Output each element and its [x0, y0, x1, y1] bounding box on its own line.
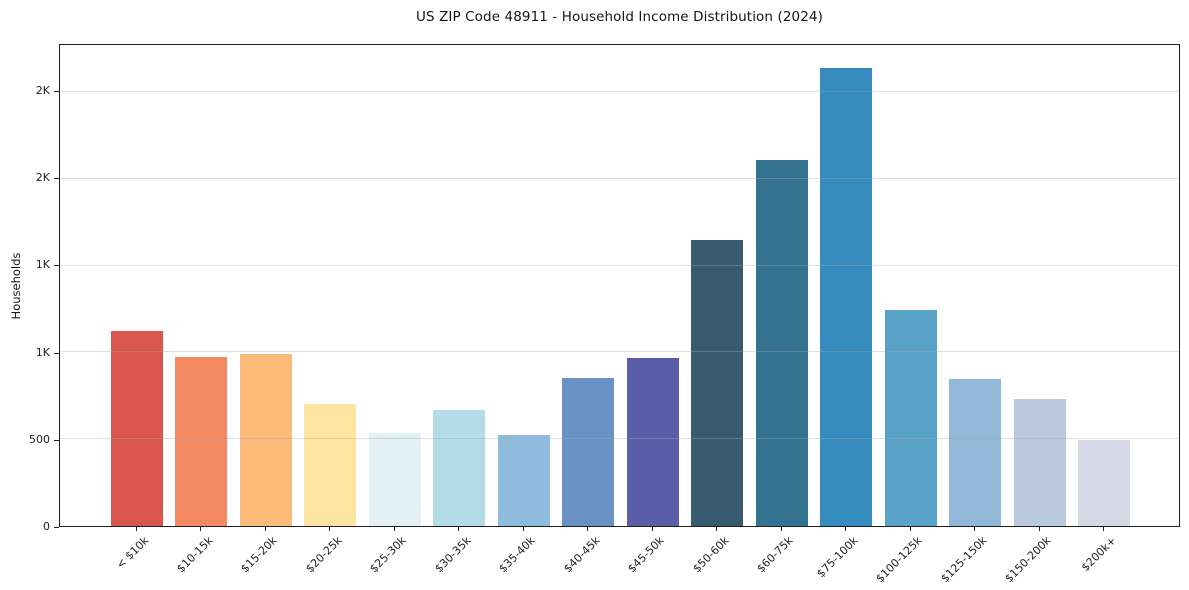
x-tick-label: $125-150k	[938, 534, 990, 586]
bar	[626, 358, 679, 526]
bar	[562, 377, 615, 526]
plot-area	[59, 44, 1180, 527]
bar	[368, 433, 421, 526]
gridline	[60, 438, 1179, 440]
x-tick-mark	[329, 527, 331, 531]
x-tick-mark	[909, 527, 911, 531]
x-tick-mark	[1038, 527, 1040, 531]
chart-title: US ZIP Code 48911 - Household Income Dis…	[416, 9, 823, 25]
bar	[239, 354, 292, 526]
y-tick-label: 1K	[35, 258, 50, 272]
bar	[949, 379, 1002, 526]
x-tick-label: $200k+	[1078, 534, 1119, 575]
y-tick-label: 2K	[35, 171, 50, 185]
y-tick-label: 0	[43, 520, 50, 533]
bar	[304, 403, 357, 526]
x-tick-label: < $10k	[113, 534, 151, 572]
gridline	[60, 90, 1179, 92]
x-tick-mark	[974, 527, 976, 531]
y-tick-label: 2K	[35, 84, 50, 98]
y-tick-mark	[54, 527, 59, 528]
x-tick-mark	[458, 527, 460, 531]
y-tick-mark	[54, 91, 59, 93]
x-tick-label: $30-35k	[432, 534, 474, 576]
bar	[884, 309, 937, 526]
x-tick-mark	[200, 527, 202, 531]
bar	[755, 159, 808, 526]
gridline	[60, 264, 1179, 266]
bar	[175, 357, 228, 526]
bar	[1078, 439, 1131, 526]
x-tick-mark	[651, 527, 653, 531]
x-tick-mark	[522, 527, 524, 531]
bar	[110, 331, 163, 526]
x-tick-mark	[845, 527, 847, 531]
x-tick-mark	[587, 527, 589, 531]
x-tick-label: $75-100k	[814, 534, 861, 581]
y-axis-label: Households	[9, 252, 23, 320]
x-tick-label: $10-15k	[174, 534, 216, 576]
x-tick-mark	[135, 527, 137, 531]
y-tick-mark	[54, 352, 59, 354]
x-tick-label: $60-75k	[754, 534, 796, 576]
y-tick-label: 1K	[35, 345, 50, 359]
x-tick-label: $25-30k	[367, 534, 409, 576]
bar	[433, 410, 486, 526]
x-tick-label: $100-125k	[873, 534, 925, 586]
y-tick-label: 500	[29, 432, 50, 446]
y-tick-mark	[54, 178, 59, 180]
x-tick-label: $150-200k	[1002, 534, 1054, 586]
x-tick-mark	[264, 527, 266, 531]
gridline	[60, 351, 1179, 353]
y-tick-mark	[54, 439, 59, 441]
bar	[820, 67, 873, 526]
x-tick-label: $40-45k	[561, 534, 603, 576]
x-tick-mark	[1103, 527, 1105, 531]
x-tick-mark	[780, 527, 782, 531]
x-tick-label: $35-40k	[496, 534, 538, 576]
x-tick-label: $20-25k	[303, 534, 345, 576]
x-tick-label: $45-50k	[625, 534, 667, 576]
x-tick-label: $50-60k	[690, 534, 732, 576]
y-tick-mark	[54, 265, 59, 267]
bar	[1013, 398, 1066, 526]
x-tick-mark	[393, 527, 395, 531]
gridline	[60, 177, 1179, 179]
bar	[497, 435, 550, 526]
x-tick-mark	[716, 527, 718, 531]
x-tick-label: $15-20k	[238, 534, 280, 576]
bar	[691, 240, 744, 526]
